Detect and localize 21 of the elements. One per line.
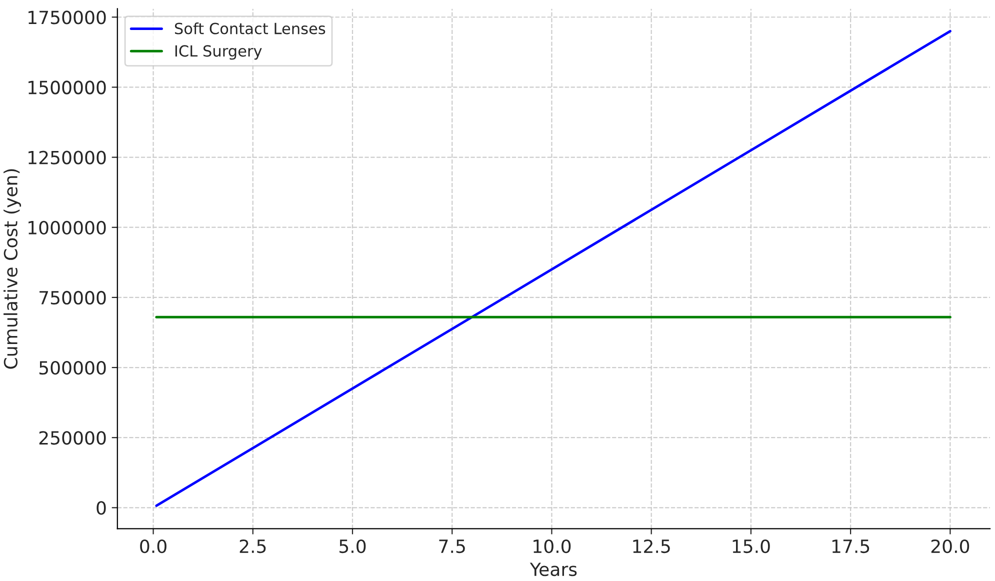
x-axis-title: Years — [530, 562, 577, 576]
y-tick-label: 1750000 — [28, 10, 106, 24]
x-tick-label: 5.0 — [340, 539, 366, 554]
y-tick-label: 250000 — [39, 431, 106, 445]
x-tick-label: 15.0 — [732, 539, 770, 554]
y-tick-label: 1000000 — [28, 220, 106, 234]
x-tick-label: 0.0 — [140, 539, 166, 554]
legend-label: ICL Surgery — [175, 45, 262, 60]
x-tick-label: 20.0 — [931, 539, 970, 554]
x-tick-label: 2.5 — [240, 539, 266, 554]
y-tick-label: 1250000 — [28, 150, 106, 164]
y-tick-label: 0 — [96, 501, 106, 515]
x-tick-label: 7.5 — [439, 540, 465, 554]
y-tick-label: 1500000 — [28, 80, 106, 94]
x-tick-label: 10.0 — [534, 539, 571, 554]
y-axis-title: Cumulative Cost (yen) — [4, 169, 22, 369]
y-tick-label: 500000 — [39, 360, 106, 375]
legend-label: Soft Contact Lenses — [174, 22, 326, 34]
x-tick-label: 17.5 — [832, 540, 870, 554]
y-tick-label: 750000 — [40, 290, 106, 305]
x-tick-label: 12.5 — [633, 539, 670, 554]
